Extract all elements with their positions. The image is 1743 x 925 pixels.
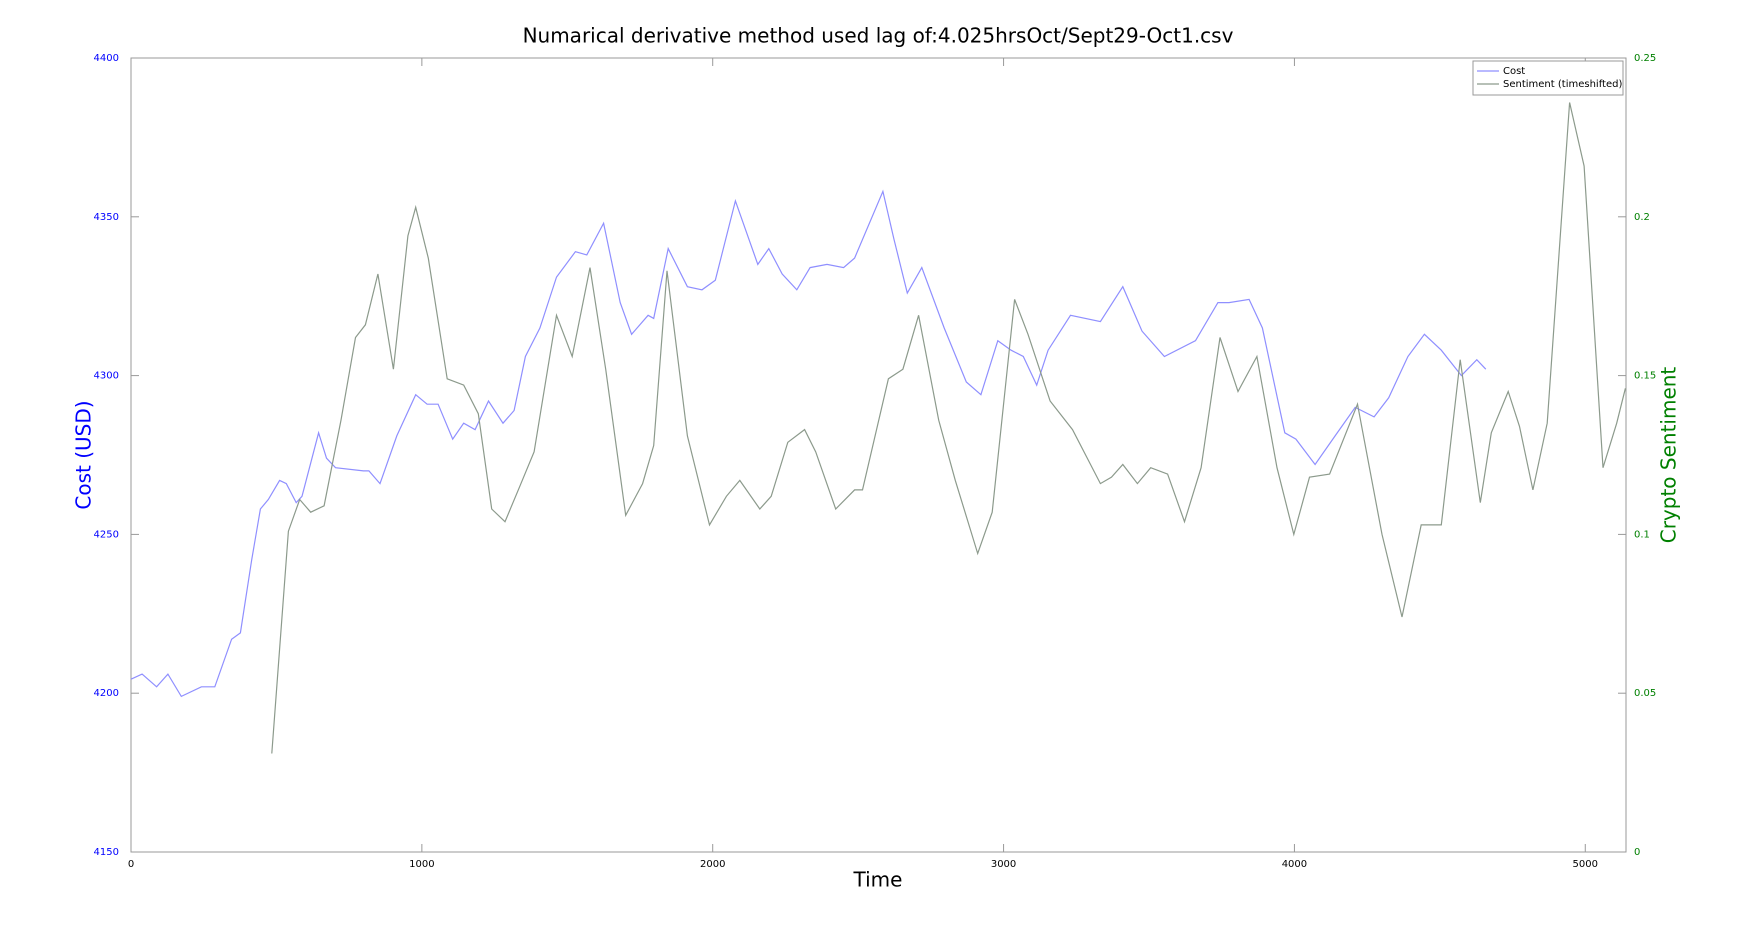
y-tick-label: 4400 xyxy=(94,53,119,64)
y-tick-label: 4300 xyxy=(94,371,119,382)
plot-frame xyxy=(130,57,1627,853)
series-line xyxy=(271,102,1626,754)
y2-tick-label: 0.15 xyxy=(1634,371,1656,382)
y2-tick-label: 0.1 xyxy=(1634,529,1650,540)
legend-box xyxy=(1472,60,1624,96)
x-tick-label: 1000 xyxy=(409,859,434,870)
legend-label: Cost xyxy=(1503,66,1525,77)
y-tick-label: 4350 xyxy=(94,212,119,223)
y2-tick-label: 0.2 xyxy=(1634,212,1650,223)
x-axis-label: Time xyxy=(853,868,903,892)
y2-tick-label: 0.25 xyxy=(1634,53,1656,64)
y-axis-label: Cost (USD) xyxy=(72,400,96,509)
x-tick-label: 0 xyxy=(128,859,134,870)
y2-tick-label: 0 xyxy=(1634,847,1640,858)
chart-title: Numarical derivative method used lag of:… xyxy=(523,24,1234,48)
y-tick-label: 4150 xyxy=(94,847,119,858)
y-tick-label: 4200 xyxy=(94,688,119,699)
x-tick-label: 3000 xyxy=(991,859,1016,870)
legend-label: Sentiment (timeshifted) xyxy=(1503,79,1622,90)
y2-axis-label: Crypto Sentiment xyxy=(1657,367,1681,544)
y-tick-label: 4250 xyxy=(94,529,119,540)
y2-tick-label: 0.05 xyxy=(1634,688,1656,699)
series-line xyxy=(130,189,1487,698)
legend: Cost Sentiment (timeshifted) xyxy=(1472,60,1624,96)
x-tick-label: 2000 xyxy=(700,859,725,870)
x-tick-label: 4000 xyxy=(1282,859,1307,870)
x-tick-label: 5000 xyxy=(1573,859,1598,870)
